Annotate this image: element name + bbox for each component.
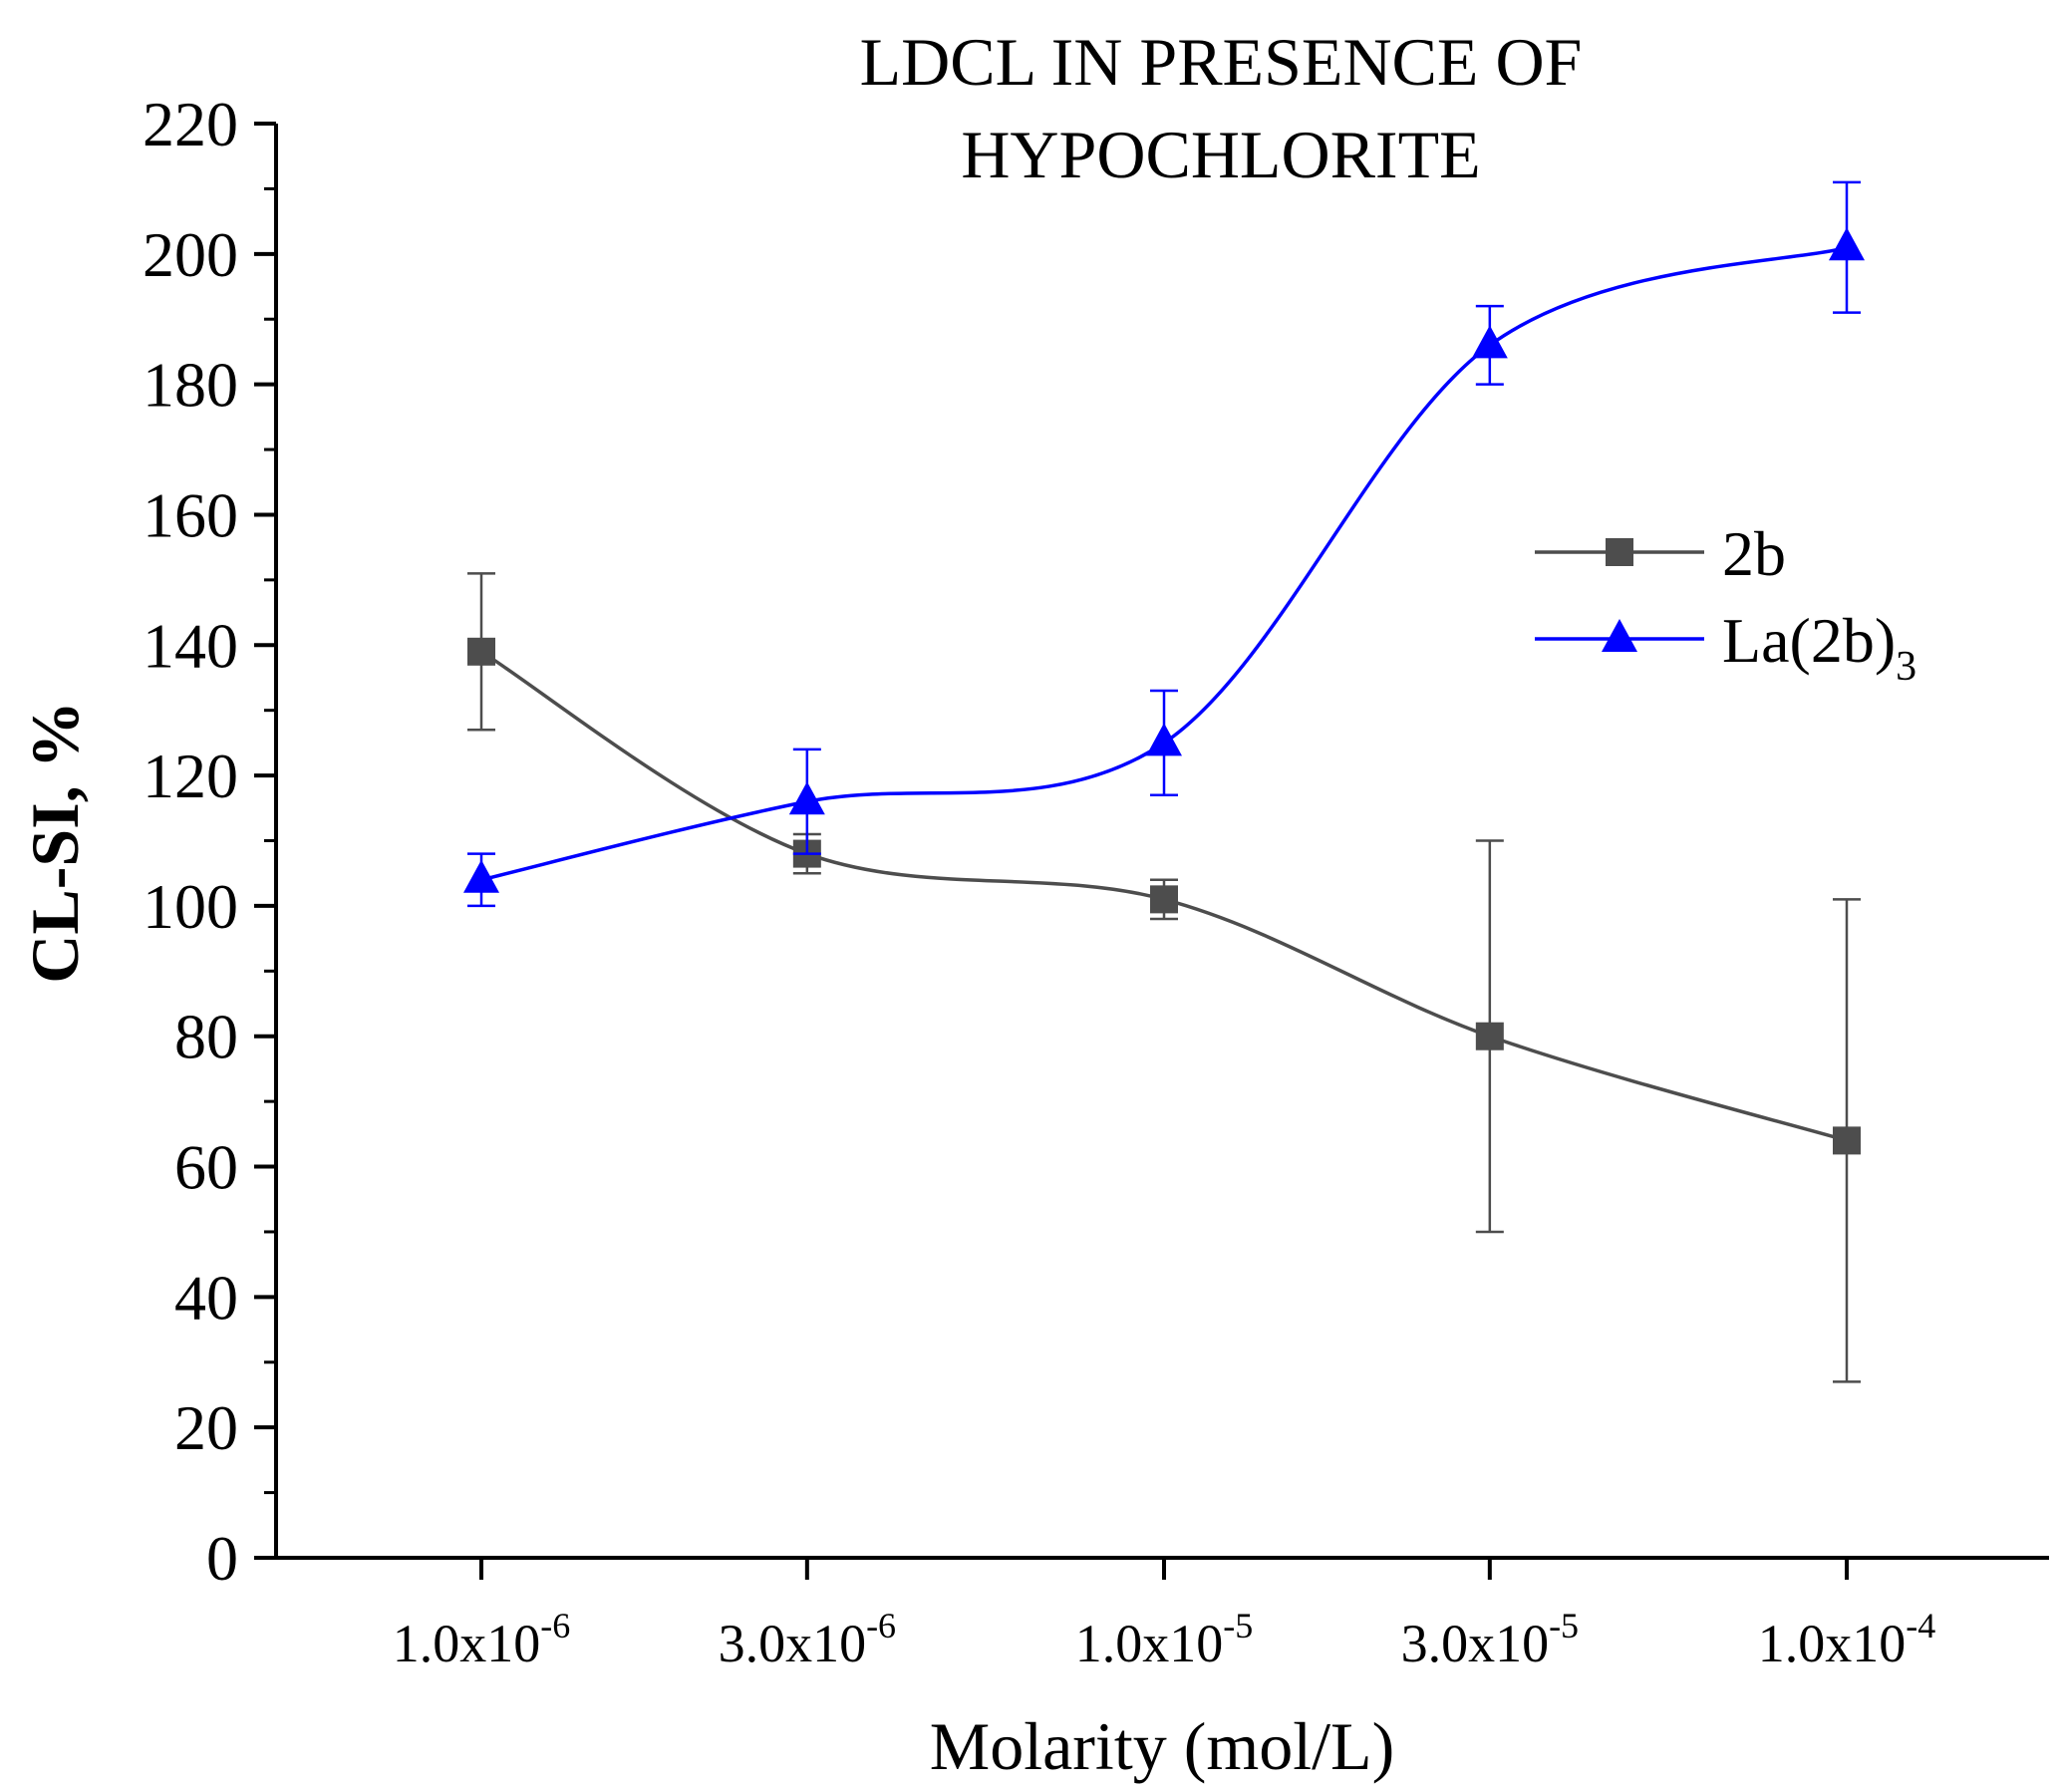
legend-marker [1602, 619, 1637, 652]
axes [274, 124, 2049, 1560]
x-tick-exponent: -5 [1223, 1606, 1253, 1645]
data-point [1829, 227, 1865, 261]
chart-title: LDCL IN PRESENCE OF HYPOCHLORITE [860, 24, 1583, 192]
x-axis-label: Molarity (mol/L) [930, 1708, 1394, 1784]
x-tick-label: 1.0x10-4 [1758, 1606, 1936, 1673]
series-line [480, 245, 1848, 882]
x-axis-ticks: 1.0x10-6 3.0x10-6 1.0x10-5 3.0x10-5 1.0x10-4 [393, 1558, 1936, 1673]
legend-label: 2b [1722, 518, 1786, 589]
x-tick-mantissa: 1.0x10 [1075, 1614, 1224, 1673]
y-tick-label: 120 [143, 741, 238, 811]
y-tick-label: 140 [143, 610, 238, 681]
y-tick-label: 100 [143, 871, 238, 942]
series-0 [467, 572, 1861, 1383]
legend-label: La(2b)3 [1722, 605, 1916, 690]
legend-item: La(2b)3 [1535, 605, 1916, 690]
data-point [463, 859, 499, 893]
y-tick-label: 0 [206, 1523, 238, 1594]
legend-name: La(2b) [1722, 605, 1896, 676]
data-point [467, 637, 495, 666]
y-axis-label: CL-SI, % [17, 701, 93, 983]
x-tick-label: 3.0x10-5 [1401, 1606, 1580, 1673]
x-tick-mantissa: 3.0x10 [719, 1614, 867, 1673]
legend-subscript: 3 [1896, 644, 1916, 690]
x-tick-mantissa: 1.0x10 [393, 1614, 541, 1673]
legend: 2b La(2b)3 [1535, 518, 1916, 690]
y-tick-label: 220 [143, 89, 238, 159]
y-tick-label: 180 [143, 350, 238, 421]
chart-title-line-2: HYPOCHLORITE [961, 117, 1480, 192]
x-tick-mantissa: 1.0x10 [1758, 1614, 1907, 1673]
legend-name: 2b [1722, 518, 1786, 589]
x-tick-label: 3.0x10-6 [719, 1606, 897, 1673]
data-point [1833, 1126, 1861, 1155]
chart-title-line-1: LDCL IN PRESENCE OF [860, 24, 1583, 100]
series-layer [463, 180, 1865, 1383]
legend-item: 2b [1535, 518, 1786, 589]
data-point [788, 781, 825, 815]
y-tick-label: 60 [174, 1132, 238, 1203]
series-1 [463, 180, 1865, 908]
data-point [1150, 885, 1178, 914]
x-tick-mantissa: 3.0x10 [1401, 1614, 1550, 1673]
y-tick-label: 20 [174, 1392, 238, 1463]
x-tick-exponent: -4 [1906, 1606, 1935, 1645]
y-tick-label: 40 [174, 1262, 238, 1333]
x-tick-exponent: -6 [540, 1606, 570, 1645]
x-tick-exponent: -6 [866, 1606, 896, 1645]
data-point [1475, 1022, 1504, 1050]
data-point [1471, 325, 1508, 359]
y-axis-ticks: 0 20 40 60 80 100 120 140 160 180 200 220 [143, 89, 276, 1594]
y-tick-label: 200 [143, 219, 238, 290]
x-tick-label: 1.0x10-6 [393, 1606, 571, 1673]
data-point [1146, 723, 1182, 756]
y-tick-label: 80 [174, 1002, 238, 1072]
y-tick-label: 160 [143, 479, 238, 550]
legend-marker [1606, 538, 1633, 566]
x-tick-exponent: -5 [1549, 1606, 1579, 1645]
x-tick-label: 1.0x10-5 [1075, 1606, 1254, 1673]
